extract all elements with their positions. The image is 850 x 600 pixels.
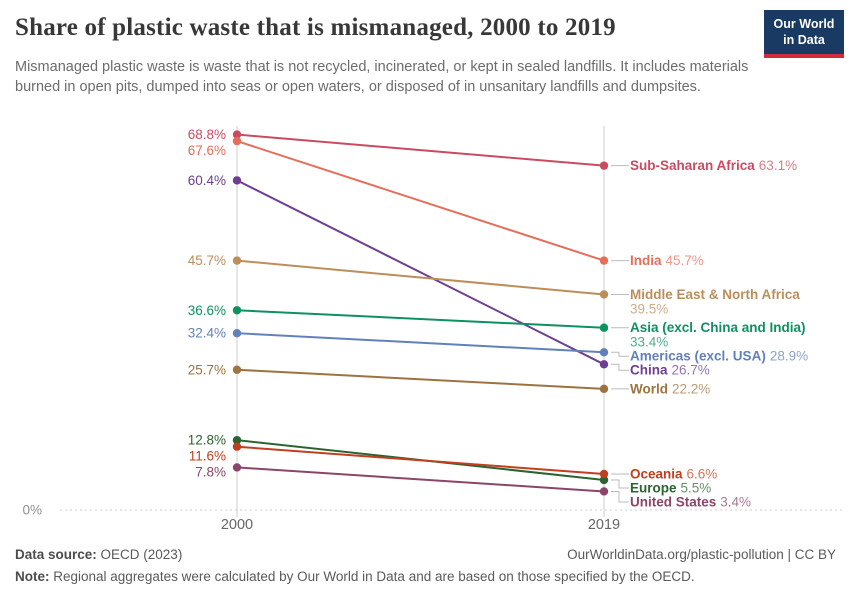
series-dot-start-americas-excl-usa[interactable] xyxy=(232,328,242,338)
label-connector-americas-excl-usa xyxy=(611,351,629,357)
start-value-label-asia-excl-china-and-india[interactable]: 36.6% xyxy=(188,303,226,318)
series-line-americas-excl-usa[interactable] xyxy=(236,332,605,354)
start-value-label-india[interactable]: 67.6% xyxy=(188,143,226,158)
series-dot-end-europe[interactable] xyxy=(599,475,609,485)
label-connector-china xyxy=(611,363,629,371)
series-dot-start-oceania[interactable] xyxy=(232,442,242,451)
series-dot-start-world[interactable] xyxy=(232,365,242,374)
series-line-sub-saharan-africa[interactable] xyxy=(236,133,605,167)
series-dot-end-sub-saharan-africa[interactable] xyxy=(599,161,609,170)
data-source: Data source: OECD (2023) xyxy=(15,547,182,562)
x-tick-2019: 2019 xyxy=(588,517,620,533)
slope-chart-svg: 2000 2019 0% 68.8%67.6% 60.4% 45.7% 36.6% 32.4%… xyxy=(22,126,844,533)
chart-subtitle: Mismanaged plastic waste is waste that i… xyxy=(15,59,749,95)
series-line-india[interactable] xyxy=(236,140,605,262)
series-dot-end-americas-excl-usa[interactable] xyxy=(599,348,609,357)
series-dot-end-asia-excl-china-and-india[interactable] xyxy=(599,323,609,332)
series-label-europe[interactable]: Europe 5.5% xyxy=(630,480,711,495)
start-value-label-middle-east-north-africa[interactable]: 45.7% xyxy=(188,253,226,268)
chart-footer: Data source: OECD (2023) OurWorldinData.… xyxy=(15,547,836,584)
series-line-world[interactable] xyxy=(236,368,605,390)
series-dot-start-united-states[interactable] xyxy=(232,463,242,472)
series-line-asia-excl-china-and-india[interactable] xyxy=(236,309,605,329)
series-line-middle-east-north-africa[interactable] xyxy=(236,259,605,296)
x-tick-2000: 2000 xyxy=(221,517,253,533)
note-value: Regional aggregates were calculated by O… xyxy=(49,569,695,584)
owid-logo-line1: Our World xyxy=(773,17,835,31)
series-dot-start-middle-east-north-africa[interactable] xyxy=(232,256,242,265)
slope-chart: 2000 2019 0% 68.8% 67.6% 60.4% 45.7% 36.6% 32.4%… xyxy=(0,120,850,535)
series-line-china[interactable] xyxy=(236,179,605,366)
series-label-middle-east-north-africa[interactable]: Middle East & North Africa 39.5% xyxy=(630,287,800,317)
series-label-world[interactable]: World 22.2% xyxy=(630,381,710,396)
series-line-united-states[interactable] xyxy=(236,466,605,493)
series-dot-start-europe[interactable] xyxy=(232,435,242,445)
start-value-label-united-states[interactable]: 7.8% xyxy=(195,465,226,480)
series-dot-end-oceania[interactable] xyxy=(599,469,609,479)
series-dot-end-china[interactable] xyxy=(599,360,609,369)
start-value-label-europe[interactable]: 12.8% xyxy=(188,433,226,448)
data-source-value: OECD (2023) xyxy=(96,547,183,562)
series-label-oceania[interactable]: Oceania 6.6% xyxy=(630,466,717,481)
series-dot-end-india[interactable] xyxy=(599,256,609,265)
series-line-oceania[interactable] xyxy=(236,445,605,475)
owid-logo[interactable]: Our World in Data xyxy=(764,10,844,58)
page-title: Share of plastic waste that is mismanage… xyxy=(15,14,616,41)
series-dot-end-united-states[interactable] xyxy=(599,487,609,496)
series-label-china[interactable]: China 26.7% xyxy=(630,363,710,378)
start-value-label-world[interactable]: 25.7% xyxy=(188,362,226,377)
series-label-asia-excl-china-and-india[interactable]: Asia (excl. China and India) 33.4% xyxy=(630,320,806,350)
label-connector-europe xyxy=(611,479,629,489)
series-dot-start-india[interactable] xyxy=(232,136,242,146)
start-value-label-oceania[interactable]: 11.6% xyxy=(189,449,226,464)
series-dot-end-middle-east-north-africa[interactable] xyxy=(599,290,609,299)
zero-axis-label: 0% xyxy=(22,503,42,518)
start-value-label-sub-saharan-africa[interactable]: 68.8% xyxy=(188,127,226,142)
label-connector-united-states xyxy=(611,490,629,503)
start-value-label-americas-excl-usa[interactable]: 32.4% xyxy=(188,326,226,341)
series-dot-end-world[interactable] xyxy=(599,384,609,394)
series-label-india[interactable]: India 45.7% xyxy=(630,253,704,268)
note-label: Note: xyxy=(15,569,50,584)
series-dot-start-china[interactable] xyxy=(232,176,242,185)
chart-note: Note: Regional aggregates were calculate… xyxy=(15,569,836,584)
footer-link[interactable]: OurWorldinData.org/plastic-pollution | C… xyxy=(567,547,836,562)
series-label-americas-excl-usa[interactable]: Americas (excl. USA) 28.9% xyxy=(630,349,808,364)
series-dot-start-asia-excl-china-and-india[interactable] xyxy=(232,306,242,315)
data-source-label: Data source: xyxy=(15,547,97,562)
start-value-label-china[interactable]: 60.4% xyxy=(188,173,226,188)
series-label-united-states[interactable]: United States 3.4% xyxy=(630,494,751,509)
series-label-sub-saharan-africa[interactable]: Sub-Saharan Africa 63.1% xyxy=(630,158,797,173)
owid-logo-line2: in Data xyxy=(783,33,825,48)
series-dot-start-sub-saharan-africa[interactable] xyxy=(232,130,242,139)
